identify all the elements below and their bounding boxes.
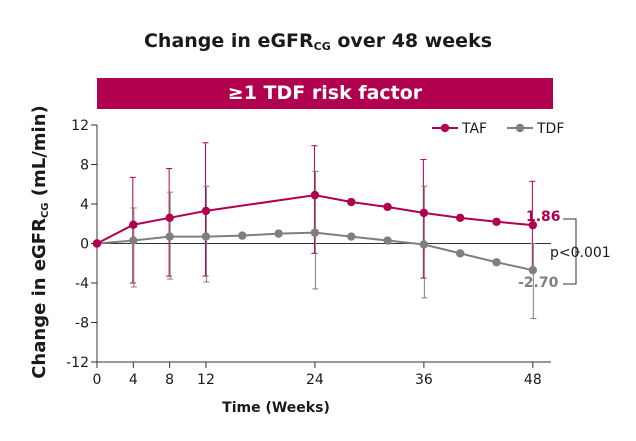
pvalue-label: p<0.001 <box>550 245 611 261</box>
subgroup-banner: ≥1 TDF risk factor <box>97 78 553 109</box>
tdf-data-point <box>419 240 429 249</box>
x-tick-label: 0 <box>93 372 102 388</box>
tdf-data-point <box>238 231 247 240</box>
y-tick-label: 4 <box>80 197 89 213</box>
x-tick-label: 4 <box>129 372 138 388</box>
taf-data-point <box>92 239 102 248</box>
taf-data-point <box>201 206 211 216</box>
y-tick-label: 0 <box>80 237 89 253</box>
y-tick-label: -8 <box>75 316 89 332</box>
x-tick-label: 8 <box>165 372 174 388</box>
taf-data-point <box>419 208 429 218</box>
taf-data-point <box>165 213 174 223</box>
x-tick-label: 48 <box>524 372 542 388</box>
taf-data-point <box>310 190 320 200</box>
taf-data-point <box>528 220 538 230</box>
taf-data-point <box>347 197 356 207</box>
tdf-data-point <box>274 229 283 238</box>
tdf-data-point <box>201 232 211 241</box>
tdf-data-point <box>165 232 174 241</box>
tdf-data-point <box>383 236 392 245</box>
tdf-data-point <box>528 265 538 275</box>
taf-end-value: 1.86 <box>526 209 561 225</box>
taf-legend-marker <box>440 123 450 133</box>
taf-data-point <box>492 217 501 226</box>
y-tick-label: -12 <box>66 355 89 371</box>
tdf-data-point <box>310 228 320 237</box>
tdf-data-point <box>129 236 138 245</box>
x-tick-label: 36 <box>415 372 433 388</box>
x-tick-label: 12 <box>197 372 215 388</box>
y-tick-label: 12 <box>71 118 89 134</box>
taf-data-point <box>383 202 392 212</box>
taf-data-point <box>456 213 465 223</box>
tdf-legend-label: TDF <box>536 121 564 137</box>
y-tick-label: -4 <box>75 276 89 292</box>
tdf-data-point <box>492 258 501 267</box>
y-tick-label: 8 <box>80 158 89 174</box>
tdf-data-point <box>347 232 356 241</box>
taf-data-point <box>129 220 138 229</box>
chart-title: Change in eGFRCG over 48 weeks <box>143 30 493 53</box>
tdf-legend-marker <box>515 123 525 133</box>
x-axis-label: Time (Weeks) <box>222 400 330 416</box>
taf-legend-label: TAF <box>461 121 487 137</box>
tdf-end-value: -2.70 <box>518 275 559 291</box>
x-tick-label: 24 <box>306 372 324 388</box>
tdf-data-point <box>456 249 465 258</box>
